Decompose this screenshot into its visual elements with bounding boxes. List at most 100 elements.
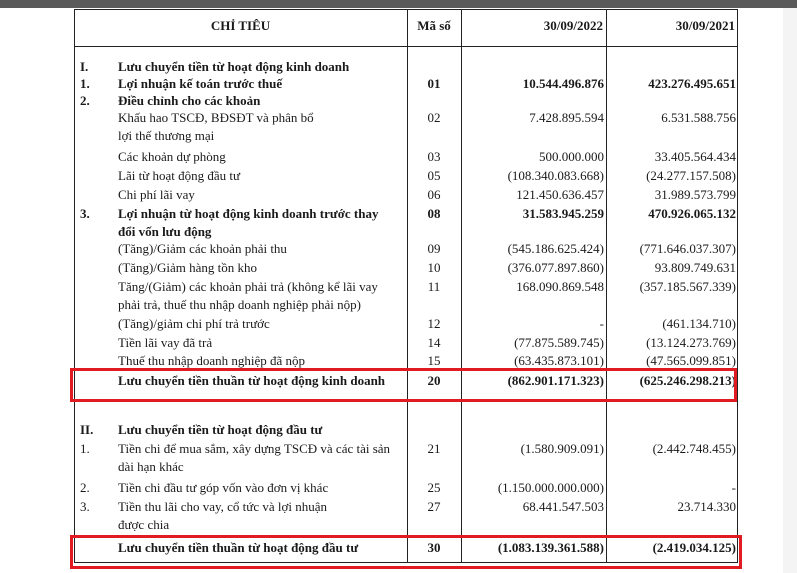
row-label: Thuế thu nhập doanh nghiệp đã nộp — [118, 353, 306, 368]
header-label: CHỈ TIÊU — [210, 18, 271, 33]
header-col-2022: 30/09/2022 — [543, 18, 603, 33]
row-code: 05 — [427, 168, 441, 183]
value-2022: (376.077.897.860) — [507, 260, 604, 275]
value-2021: 23.714.330 — [677, 499, 737, 514]
value-2021: (24.277.157.508) — [646, 168, 736, 183]
row-label: Tăng/(Giảm) các khoản phải trả (không kể… — [118, 279, 378, 294]
row-code — [407, 92, 461, 110]
row-code: 20 — [427, 373, 441, 388]
row-code — [407, 58, 461, 76]
value-2022 — [461, 92, 604, 110]
row-number: 2. — [80, 93, 90, 108]
column-divider — [407, 9, 408, 563]
page-edge — [783, 8, 797, 573]
value-2021 — [606, 58, 736, 76]
value-2022: (862.901.171.323) — [507, 373, 604, 388]
row-number: I. — [80, 59, 89, 74]
row-code: 02 — [427, 110, 441, 125]
row-code: 08 — [427, 206, 441, 221]
row-code: 03 — [427, 149, 441, 164]
viewer-top-bar — [0, 0, 797, 8]
value-2022: 31.583.945.259 — [522, 206, 604, 221]
value-2021: 31.989.573.799 — [654, 187, 736, 202]
header-col-2021: 30/09/2021 — [675, 18, 735, 33]
row-code: 21 — [427, 441, 441, 456]
value-2021: (13.124.273.769) — [646, 335, 736, 350]
row-label: Các khoản dự phòng — [118, 149, 226, 164]
row-label: (Tăng)/giảm chi phí trả trước — [118, 316, 270, 331]
column-divider — [606, 9, 607, 563]
value-2021: (357.185.567.339) — [639, 279, 736, 294]
row-number: 3. — [80, 499, 90, 514]
row-label: Chi phí lãi vay — [118, 187, 195, 202]
value-2022: - — [599, 316, 604, 331]
value-2021: (771.646.037.307) — [639, 241, 736, 256]
value-2021: 470.926.065.132 — [648, 206, 736, 221]
value-2022: 121.450.636.457 — [516, 187, 604, 202]
row-label: Lợi nhuận từ hoạt động kinh doanh trước … — [118, 206, 379, 221]
value-2022: 7.428.895.594 — [529, 110, 604, 125]
row-label: Điều chỉnh cho các khoản — [118, 93, 261, 108]
row-label: lợi thế thương mại — [118, 128, 215, 143]
row-label: Tiền chi đầu tư góp vốn vào đơn vị khác — [118, 480, 329, 495]
row-label: phải trả, thuế thu nhập doanh nghiệp phả… — [118, 297, 361, 312]
row-number: 3. — [80, 206, 90, 221]
header-divider — [74, 46, 738, 47]
row-label: được chia — [118, 517, 170, 532]
value-2021 — [606, 92, 736, 110]
row-label: Lưu chuyển tiền thuần từ hoạt động kinh … — [118, 373, 386, 388]
value-2022: 68.441.547.503 — [522, 499, 604, 514]
value-2021: (625.246.298.213) — [639, 373, 736, 388]
value-2021: (461.134.710) — [662, 316, 736, 331]
value-2022 — [461, 58, 604, 76]
value-2022: (1.150.000.000.000) — [497, 480, 604, 495]
row-label: (Tăng)/Giảm các khoản phải thu — [118, 241, 287, 256]
value-2022: (545.186.625.424) — [507, 241, 604, 256]
row-label: Lãi từ hoạt động đầu tư — [118, 168, 241, 183]
value-2021: (2.419.034.125) — [652, 540, 736, 555]
row-code: 27 — [427, 499, 441, 514]
row-number: 1. — [80, 441, 90, 456]
row-number: 2. — [80, 480, 90, 495]
value-2021: 423.276.495.651 — [648, 76, 736, 91]
row-code: 12 — [427, 316, 441, 331]
row-label: Lưu chuyển tiền thuần từ hoạt động đầu t… — [118, 540, 359, 555]
value-2021: (47.565.099.851) — [646, 353, 736, 368]
row-label: Tiền chi để mua sắm, xây dựng TSCĐ và cá… — [118, 441, 391, 456]
value-2022: (1.083.139.361.588) — [497, 540, 604, 555]
highlight-box — [70, 368, 737, 402]
row-code — [407, 421, 461, 439]
row-code: 30 — [427, 540, 441, 555]
row-label: Tiền thu lãi cho vay, cổ tức và lợi nhuậ… — [118, 499, 328, 514]
value-2021: 6.531.588.756 — [661, 110, 736, 125]
value-2021: - — [731, 480, 736, 495]
row-code: 14 — [427, 335, 441, 350]
value-2022 — [461, 421, 604, 439]
cash-flow-table — [74, 9, 738, 563]
row-label: (Tăng)/Giảm hàng tồn kho — [118, 260, 257, 275]
row-number: 1. — [80, 76, 90, 91]
highlight-box — [70, 535, 742, 569]
value-2022: 500.000.000 — [539, 149, 604, 164]
row-label: Khấu hao TSCĐ, BĐSĐT và phân bổ — [118, 110, 314, 125]
value-2022: 168.090.869.548 — [516, 279, 604, 294]
row-code: 25 — [427, 480, 441, 495]
value-2021: 93.809.749.631 — [654, 260, 736, 275]
value-2022: (63.435.873.101) — [514, 353, 604, 368]
value-2021: (2.442.748.455) — [652, 441, 736, 456]
row-code: 15 — [427, 353, 441, 368]
value-2022: 10.544.496.876 — [522, 76, 604, 91]
row-code: 01 — [427, 76, 441, 91]
value-2022: (77.875.589.745) — [514, 335, 604, 350]
row-label: Lưu chuyển tiền từ hoạt động kinh doanh — [118, 59, 350, 74]
value-2021 — [606, 421, 736, 439]
row-code: 06 — [427, 187, 441, 202]
value-2022: (108.340.083.668) — [507, 168, 604, 183]
row-label: Lợi nhuận kế toán trước thuế — [118, 76, 283, 91]
row-label: Tiền lãi vay đã trả — [118, 335, 213, 350]
value-2022: (1.580.909.091) — [520, 441, 604, 456]
row-label: Lưu chuyển tiền từ hoạt động đầu tư — [118, 422, 323, 437]
row-label: đổi vốn lưu động — [118, 224, 212, 239]
row-code: 09 — [427, 241, 441, 256]
header-code: Mã số — [417, 18, 451, 33]
